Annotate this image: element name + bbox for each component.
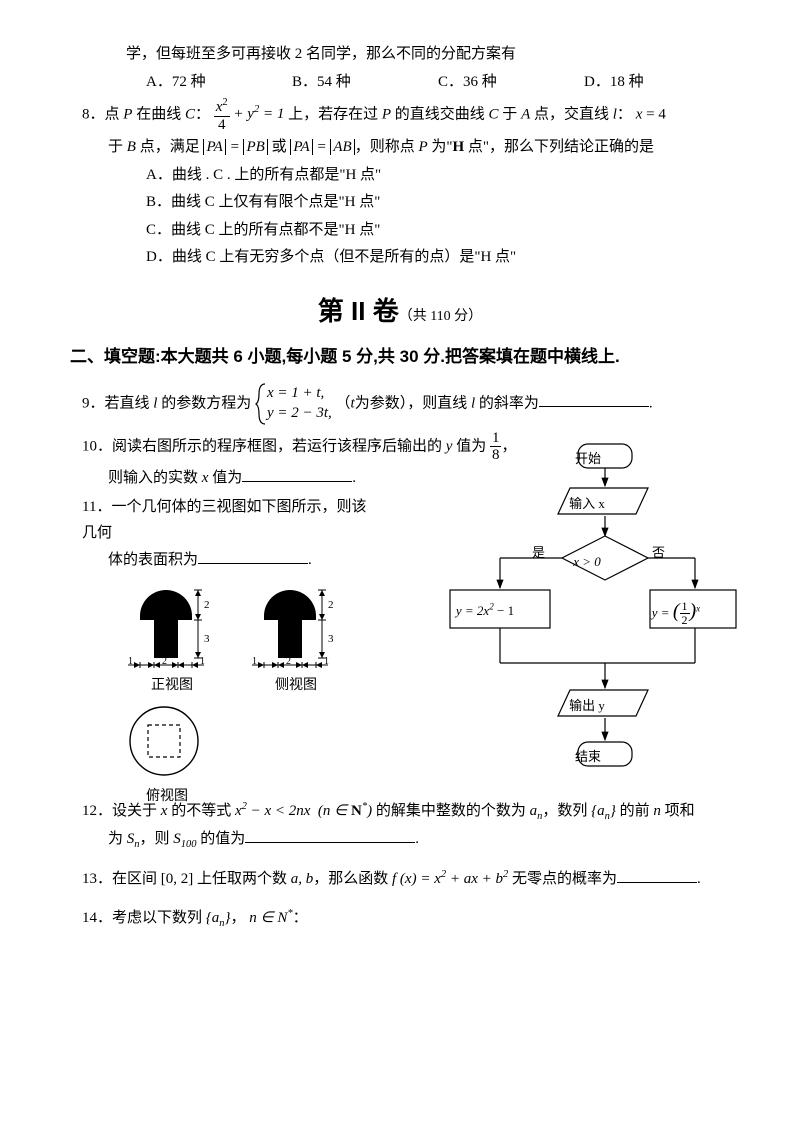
part2-title-block: 第 II 卷（共 110 分）: [70, 289, 730, 333]
top-view-label: 俯视图: [122, 785, 372, 809]
fc-box-left: y = 2x2 − 1: [440, 600, 530, 622]
q7-opt-c: C．36 种: [438, 70, 584, 96]
q8-opt-a: A．曲线 . C . 上的所有点都是"H 点": [70, 163, 730, 189]
q10-blank: [242, 466, 352, 482]
front-view-icon: 2 3: [122, 580, 222, 670]
q7-stem: 学，但每班至多可再接收 2 名同学，那么不同的分配方案有: [70, 42, 730, 68]
fc-cond: x > 0: [557, 551, 617, 573]
q11-blank: [198, 548, 308, 564]
q12-blank: [245, 827, 415, 843]
front-view-label: 正视图: [122, 674, 222, 698]
svg-text:1: 1: [128, 656, 133, 667]
svg-text:2: 2: [328, 599, 334, 611]
q7-options: A．72 种 B．54 种 C．36 种 D．18 种: [70, 70, 730, 96]
fc-no: 否: [652, 542, 665, 564]
svg-text:2: 2: [204, 599, 210, 611]
fc-input: 输入 x: [552, 493, 622, 515]
svg-text:2: 2: [162, 656, 167, 667]
section2-heading: 二、填空题:本大题共 6 小题,每小题 5 分,共 30 分.把答案填在题中横线…: [70, 343, 730, 372]
svg-text:1: 1: [200, 656, 205, 667]
q7-opt-d: D．18 种: [584, 70, 730, 96]
svg-text:3: 3: [328, 633, 334, 645]
q9: 9．若直线 l 的参数方程为 x = 1 + t, y = 2 − 3t, （t…: [70, 382, 730, 426]
q12-line2: 为 Sn，则 S100 的值为.: [70, 827, 730, 854]
q8-opt-b: B．曲线 C 上仅有有限个点是"H 点": [70, 190, 730, 216]
q9-blank: [539, 391, 649, 407]
fc-output: 输出 y: [552, 695, 622, 717]
svg-text:1: 1: [324, 656, 329, 667]
three-views: 2 3: [82, 580, 372, 698]
q8-opt-d: D．曲线 C 上有无穷多个点（但不是所有的点）是"H 点": [70, 245, 730, 271]
q8-opt-c: C．曲线 C 上的所有点都不是"H 点": [70, 218, 730, 244]
svg-text:2: 2: [286, 656, 291, 667]
q11-line2: 体的表面积为.: [82, 548, 372, 574]
q14: 14．考虑以下数列 {an}， n ∈ N*：: [70, 905, 730, 933]
q7-opt-a: A．72 种: [146, 70, 292, 96]
q8-line1: 8．点 P 在曲线 C： x24 + y2 = 1 上，若存在过 P 的直线交曲…: [70, 97, 730, 133]
q7-opt-b: B．54 种: [292, 70, 438, 96]
q8-line2: 于 B 点，满足 PA = PB 或 PA = AB，则称点 P 为"H 点"，…: [70, 135, 730, 161]
q13: 13．在区间 [0, 2] 上任取两个数 a, b，那么函数 f (x) = x…: [70, 866, 730, 893]
fc-box-right: y = (12)x: [636, 594, 716, 628]
part2-title: 第 II 卷: [318, 296, 399, 326]
svg-text:1: 1: [252, 656, 257, 667]
fc-yes: 是: [532, 542, 545, 564]
svg-text:3: 3: [204, 633, 210, 645]
q11-line1: 11．一个几何体的三视图如下图所示，则该几何: [82, 495, 372, 546]
top-view-icon: [122, 701, 212, 781]
side-view-icon: 2 3: [246, 580, 346, 670]
fc-start: 开始: [561, 448, 615, 470]
side-view-label: 侧视图: [246, 674, 346, 698]
part2-sub: （共 110 分）: [399, 309, 482, 324]
q13-blank: [617, 867, 697, 883]
left-brace-icon: [255, 382, 267, 426]
fc-end: 结束: [561, 746, 615, 768]
